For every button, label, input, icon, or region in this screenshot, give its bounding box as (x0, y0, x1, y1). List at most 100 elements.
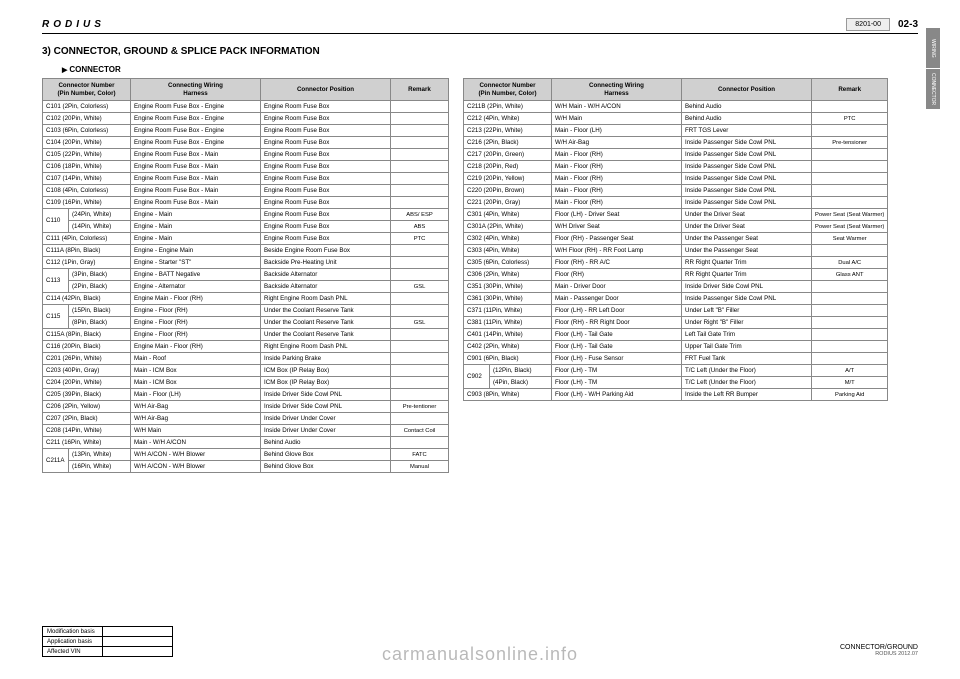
remark-cell (391, 305, 449, 317)
harness-cell: Engine Main - Floor (RH) (131, 341, 261, 353)
remark-cell (812, 125, 888, 137)
connector-cell: C903 (8Pin, White) (464, 389, 552, 401)
remark-cell: GSL (391, 281, 449, 293)
position-cell: Inside Passenger Side Cowl PNL (682, 149, 812, 161)
harness-cell: Engine - BATT Negative (131, 269, 261, 281)
table-row: C115A (8Pin, Black)Engine - Floor (RH)Un… (43, 329, 449, 341)
position-cell: Inside Passenger Side Cowl PNL (682, 293, 812, 305)
remark-cell: Pre-tentioner (391, 401, 449, 413)
table-row: C204 (20Pin, White)Main - ICM BoxICM Box… (43, 377, 449, 389)
connector-group-cell: C113 (43, 269, 69, 293)
harness-cell: Engine - Main (131, 209, 261, 221)
harness-cell: Engine Room Fuse Box - Engine (131, 113, 261, 125)
side-tabs: WIRING CONNECTOR (926, 28, 940, 109)
position-cell: Engine Room Fuse Box (261, 221, 391, 233)
table-row: C301A (2Pin, White)W/H Driver SeatUnder … (464, 221, 888, 233)
harness-cell: Main - W/H A/CON (131, 437, 261, 449)
remark-cell: PTC (812, 113, 888, 125)
connector-cell: C220 (20Pin, Brown) (464, 185, 552, 197)
table-row: C103 (6Pin, Colorless)Engine Room Fuse B… (43, 125, 449, 137)
remark-cell (391, 149, 449, 161)
harness-cell: Main - Floor (RH) (552, 149, 682, 161)
remark-cell: GSL (391, 317, 449, 329)
connector-cell: C402 (2Pin, White) (464, 341, 552, 353)
connector-cell: C305 (6Pin, Colorless) (464, 257, 552, 269)
position-cell: T/C Left (Under the Floor) (682, 365, 812, 377)
position-cell: Under Right "B" Filler (682, 317, 812, 329)
connector-cell: (2Pin, Black) (69, 281, 131, 293)
position-cell: RR Right Quarter Trim (682, 257, 812, 269)
table-row: C205 (39Pin, Black)Main - Floor (LH)Insi… (43, 389, 449, 401)
connector-cell: C301 (4Pin, White) (464, 209, 552, 221)
table-row: C903 (8Pin, White)Floor (LH) - W/H Parki… (464, 389, 888, 401)
footer-model: RODIUS 2012.07 (840, 651, 918, 657)
connector-cell: C108 (4Pin, Colorless) (43, 185, 131, 197)
table-row: C208 (14Pin, White)W/H MainInside Driver… (43, 425, 449, 437)
connector-group-cell: C902 (464, 365, 490, 389)
side-tab-wiring: WIRING (926, 28, 940, 68)
top-bar: RODIUS 8201-00 02-3 (42, 18, 918, 34)
connector-cell: C306 (2Pin, White) (464, 269, 552, 281)
table-row: C109 (16Pin, White)Engine Room Fuse Box … (43, 197, 449, 209)
table-row: C207 (2Pin, Black)W/H Air-BagInside Driv… (43, 413, 449, 425)
footer-label-cell: Modification basis (43, 627, 103, 637)
page-number: 02-3 (898, 19, 918, 30)
table-row: C110(24Pin, White)Engine - MainEngine Ro… (43, 209, 449, 221)
remark-cell: ABS/ ESP (391, 209, 449, 221)
footer-label-cell: Affected VIN (43, 647, 103, 657)
table-row: C105 (22Pin, White)Engine Room Fuse Box … (43, 149, 449, 161)
remark-cell (391, 245, 449, 257)
remark-cell (812, 341, 888, 353)
position-cell: Engine Room Fuse Box (261, 125, 391, 137)
connector-cell: C401 (14Pin, White) (464, 329, 552, 341)
harness-cell: W/H A/CON - W/H Blower (131, 449, 261, 461)
connector-cell: C114 (42Pin, Black) (43, 293, 131, 305)
table-header: Connector Number(Pin Number, Color) (464, 79, 552, 101)
table-row: C115(15Pin, Black)Engine - Floor (RH)Und… (43, 305, 449, 317)
position-cell: Engine Room Fuse Box (261, 101, 391, 113)
remark-cell (391, 161, 449, 173)
position-cell: Under the Passenger Seat (682, 233, 812, 245)
table-row: C220 (20Pin, Brown)Main - Floor (RH)Insi… (464, 185, 888, 197)
connector-cell: C104 (20Pin, White) (43, 137, 131, 149)
remark-cell (812, 353, 888, 365)
connector-cell: C381 (11Pin, White) (464, 317, 552, 329)
position-cell: Engine Room Fuse Box (261, 137, 391, 149)
table-row: C371 (11Pin, White)Floor (LH) - RR Left … (464, 305, 888, 317)
connector-cell: C115A (8Pin, Black) (43, 329, 131, 341)
table-row: C402 (2Pin, White)Floor (LH) - Tail Gate… (464, 341, 888, 353)
connector-cell: C107 (14Pin, White) (43, 173, 131, 185)
remark-cell (391, 341, 449, 353)
remark-cell: FATC (391, 449, 449, 461)
connector-cell: C206 (2Pin, Yellow) (43, 401, 131, 413)
connector-cell: C217 (20Pin, Green) (464, 149, 552, 161)
connector-cell: C101 (2Pin, Colorless) (43, 101, 131, 113)
harness-cell: W/H Air-Bag (131, 401, 261, 413)
table-row: C211 (16Pin, White)Main - W/H A/CONBehin… (43, 437, 449, 449)
connector-cell: C112 (1Pin, Gray) (43, 257, 131, 269)
remark-cell (391, 353, 449, 365)
remark-cell: Power Seat (Seat Warmer) (812, 209, 888, 221)
harness-cell: Engine Main - Floor (RH) (131, 293, 261, 305)
position-cell: Under Left "B" Filler (682, 305, 812, 317)
connector-cell: C221 (20Pin, Gray) (464, 197, 552, 209)
table-row: C107 (14Pin, White)Engine Room Fuse Box … (43, 173, 449, 185)
connector-cell: C219 (20Pin, Yellow) (464, 173, 552, 185)
position-cell: Right Engine Room Dash PNL (261, 341, 391, 353)
connector-cell: C211 (16Pin, White) (43, 437, 131, 449)
position-cell: Behind Glove Box (261, 461, 391, 473)
footer-right: CONNECTOR/GROUND RODIUS 2012.07 (840, 644, 918, 657)
position-cell: Inside Driver Side Cowl PNL (261, 389, 391, 401)
table-row: C206 (2Pin, Yellow)W/H Air-BagInside Dri… (43, 401, 449, 413)
table-row: C111 (4Pin, Colorless)Engine - MainEngin… (43, 233, 449, 245)
harness-cell: Floor (LH) - Tail Gate (552, 329, 682, 341)
position-cell: Engine Room Fuse Box (261, 113, 391, 125)
connector-cell: (13Pin, White) (69, 449, 131, 461)
harness-cell: Engine Room Fuse Box - Main (131, 173, 261, 185)
position-cell: Backside Pre-Heating Unit (261, 257, 391, 269)
connector-cell: (24Pin, White) (69, 209, 131, 221)
harness-cell: Main - ICM Box (131, 365, 261, 377)
harness-cell: Floor (RH) - RR A/C (552, 257, 682, 269)
connector-cell: C218 (20Pin, Red) (464, 161, 552, 173)
table-header: Connecting WiringHarness (131, 79, 261, 101)
